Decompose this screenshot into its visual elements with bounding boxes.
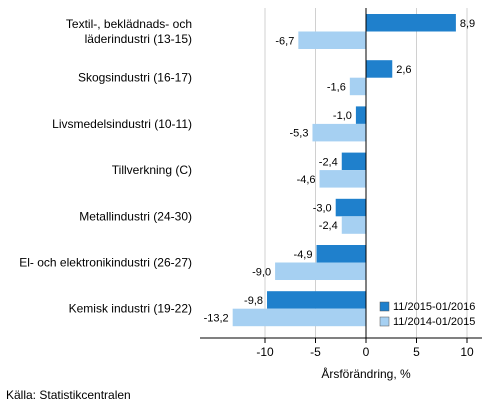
legend-swatch	[379, 316, 390, 327]
category-label: Livsmedelsindustri (10-11)	[52, 117, 192, 131]
bar	[341, 216, 366, 234]
data-label: 8,9	[460, 18, 475, 30]
category-label: Metallindustri (24-30)	[79, 209, 192, 223]
bar	[335, 198, 366, 217]
category-label: Kemisk industri (19-22)	[69, 302, 192, 316]
x-tick-label: 10	[460, 345, 474, 359]
data-label: -13,2	[204, 312, 229, 324]
data-label: -4,6	[297, 174, 316, 186]
legend-label: 11/2015-01/2016	[393, 301, 475, 313]
bar	[366, 60, 393, 78]
bar	[316, 245, 366, 263]
source-note: Källa: Statistikcentralen	[6, 388, 131, 402]
category-label: läderindustri (13-15)	[85, 32, 192, 46]
data-label: -4,9	[294, 249, 313, 261]
category-label: Skogsindustri (16-17)	[78, 71, 192, 85]
category-label: Tillverkning (C)	[112, 163, 192, 177]
data-label: -1,0	[333, 110, 352, 122]
data-labels: 8,9-6,72,6-1,6-1,0-5,3-2,4-4,6-3,0-2,4-4…	[204, 18, 476, 325]
category-label: Textil-, beklädnads- och	[66, 17, 192, 31]
bar	[341, 152, 366, 171]
bar	[232, 308, 366, 327]
bar	[349, 77, 366, 96]
data-label: -6,7	[275, 35, 294, 47]
x-tick-label: 5	[413, 345, 420, 359]
bars	[232, 14, 456, 327]
gridlines	[264, 8, 468, 338]
data-label: -3,0	[313, 203, 332, 215]
bar	[267, 291, 366, 309]
data-label: -2,4	[319, 156, 338, 168]
bar	[312, 123, 366, 142]
bar	[275, 262, 366, 280]
x-axis-label: Årsförändring, %	[321, 366, 411, 381]
x-axis: -10 -5 0 5 10 Årsförändring, %	[200, 8, 482, 381]
data-label: -5,3	[290, 128, 309, 140]
data-label: -1,6	[327, 81, 346, 93]
bar	[298, 31, 366, 49]
bar	[366, 14, 456, 32]
data-label: -9,0	[252, 266, 271, 278]
bar	[319, 170, 366, 188]
bar	[355, 106, 366, 124]
category-label: El- och elektronikindustri (26-27)	[19, 256, 192, 270]
data-label: 2,6	[396, 64, 411, 76]
legend-swatch	[379, 301, 390, 312]
data-label: -2,4	[319, 220, 338, 232]
x-tick-label: -10	[256, 345, 274, 359]
legend: 11/2015-01/2016 11/2014-01/2015	[379, 301, 475, 328]
legend-label: 11/2014-01/2015	[393, 316, 475, 328]
x-tick-label: -5	[310, 345, 321, 359]
x-tick-label: 0	[363, 345, 370, 359]
data-label: -9,8	[244, 295, 263, 307]
